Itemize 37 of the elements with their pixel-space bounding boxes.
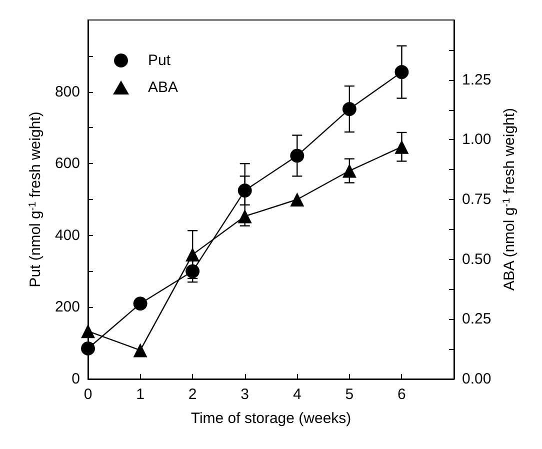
x-tick-label: 1 <box>136 386 144 403</box>
point <box>133 296 148 311</box>
point <box>238 209 252 224</box>
y-tick-label: 200 <box>54 298 80 316</box>
y2-tick-label: 0.75 <box>462 191 492 208</box>
point <box>133 343 148 358</box>
point <box>394 140 409 154</box>
legend-label: ABA <box>148 79 178 96</box>
point <box>81 324 95 338</box>
point <box>238 184 252 198</box>
y-tick-label: 600 <box>54 155 80 172</box>
point <box>186 264 200 278</box>
y2-axis-title: ABA (nmol g-1 fresh weight) <box>501 108 518 291</box>
y2-tick-label: 1.25 <box>462 71 492 88</box>
point <box>342 164 356 178</box>
point <box>342 102 356 116</box>
point <box>290 192 304 206</box>
x-tick-label: 0 <box>84 386 92 403</box>
y2-tick-label: 1.00 <box>462 131 492 148</box>
x-tick-label: 5 <box>345 386 354 403</box>
y-axis-title: Put (nmol g-1 fresh weight) <box>27 112 44 288</box>
point <box>394 65 409 80</box>
x-axis-title: Time of storage (weeks) <box>190 410 352 427</box>
x-tick-label: 4 <box>292 386 302 403</box>
y-tick-label: 800 <box>54 83 80 100</box>
x-tick-label: 3 <box>240 386 250 403</box>
point <box>290 148 304 163</box>
y-tick-label: 400 <box>54 226 80 244</box>
y-tick-label: 0 <box>72 370 80 388</box>
y2-tick-label: 0.00 <box>462 370 492 388</box>
legend-label: Put <box>148 52 172 69</box>
x-tick-label: 6 <box>398 386 406 403</box>
point <box>81 341 95 356</box>
x-tick-label: 2 <box>188 386 197 403</box>
point <box>186 248 200 262</box>
y2-tick-label: 0.50 <box>462 250 492 268</box>
y2-tick-label: 0.25 <box>462 310 492 328</box>
